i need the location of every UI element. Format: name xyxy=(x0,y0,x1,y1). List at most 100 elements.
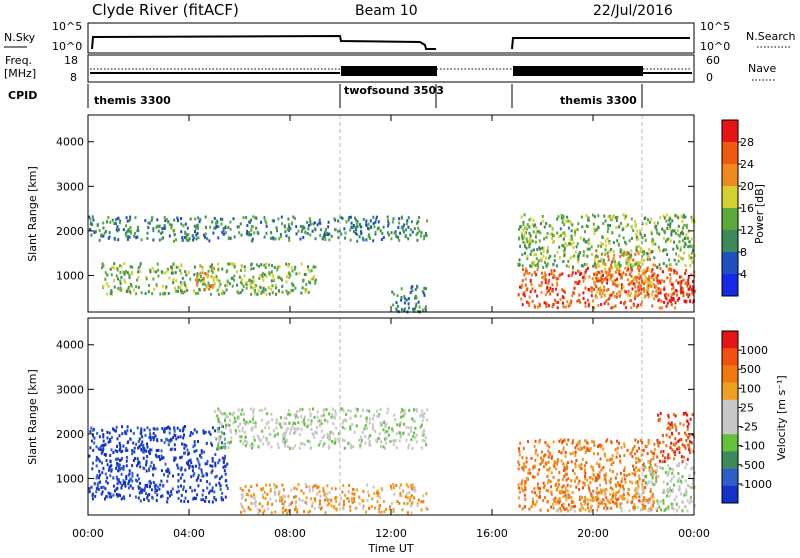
scatter-cell xyxy=(109,454,112,457)
scatter-cell xyxy=(550,456,553,460)
scatter-cell xyxy=(338,440,341,444)
scatter-cell xyxy=(597,244,600,248)
scatter-cell xyxy=(644,280,647,284)
scatter-cell xyxy=(562,305,565,309)
scatter-cell xyxy=(668,263,671,267)
scatter-cell xyxy=(242,418,245,422)
scatter-cell xyxy=(292,421,295,425)
scatter-cell xyxy=(153,463,155,467)
scatter-cell xyxy=(586,498,589,502)
scatter-cell xyxy=(368,417,371,421)
scatter-cell xyxy=(240,510,243,514)
scatter-cell xyxy=(180,484,182,488)
scatter-cell xyxy=(93,441,96,445)
scatter-cell xyxy=(573,472,576,476)
scatter-cell xyxy=(622,236,625,240)
scatter-cell xyxy=(676,464,679,468)
scatter-cell xyxy=(637,474,640,478)
scatter-cell xyxy=(682,412,685,415)
scatter-cell xyxy=(576,281,579,284)
scatter-cell xyxy=(578,254,581,258)
scatter-cell xyxy=(112,476,115,480)
scatter-cell xyxy=(300,291,303,295)
scatter-cell xyxy=(299,407,301,411)
power-ylabel: Slant Range [km] xyxy=(26,166,39,262)
scatter-cell xyxy=(288,238,291,242)
scatter-cell xyxy=(639,229,642,233)
scatter-cell xyxy=(258,502,261,506)
colorbar-tick-label: 25 xyxy=(740,401,754,414)
scatter-cell xyxy=(166,490,169,494)
scatter-cell xyxy=(120,486,123,490)
scatter-cell xyxy=(93,231,96,234)
scatter-cell xyxy=(621,495,624,498)
scatter-cell xyxy=(116,482,119,486)
scatter-cell xyxy=(536,485,539,489)
scatter-cell xyxy=(157,274,160,278)
scatter-cell xyxy=(609,468,612,472)
scatter-cell xyxy=(571,441,574,445)
scatter-cell xyxy=(130,284,133,288)
scatter-cell xyxy=(219,421,222,425)
scatter-cell xyxy=(114,429,117,433)
scatter-cell xyxy=(275,421,278,425)
colorbar-swatch xyxy=(722,382,738,401)
scatter-cell xyxy=(637,261,640,265)
nave-label: Nave xyxy=(748,62,776,75)
scatter-cell xyxy=(681,460,684,463)
scatter-cell xyxy=(115,425,118,429)
scatter-cell xyxy=(555,264,558,268)
scatter-cell xyxy=(625,215,627,218)
scatter-cell xyxy=(285,289,288,293)
scatter-cell xyxy=(599,271,602,275)
scatter-cell xyxy=(670,232,673,236)
scatter-cell xyxy=(679,283,682,287)
scatter-cell xyxy=(631,472,634,475)
scatter-cell xyxy=(100,492,103,496)
scatter-cell xyxy=(619,292,622,296)
scatter-cell xyxy=(224,437,226,441)
scatter-cell xyxy=(119,494,122,497)
scatter-cell xyxy=(217,267,220,271)
scatter-cell xyxy=(378,437,381,441)
scatter-cell xyxy=(651,250,653,254)
scatter-cell xyxy=(622,251,625,255)
scatter-cell xyxy=(88,454,91,458)
scatter-cell xyxy=(672,507,675,511)
scatter-cell xyxy=(652,503,654,507)
scatter-cell xyxy=(264,426,267,430)
scatter-cell xyxy=(116,477,119,481)
scatter-cell xyxy=(104,271,107,275)
scatter-cell xyxy=(668,258,671,262)
scatter-cell xyxy=(571,237,574,241)
scatter-cell xyxy=(660,299,663,303)
scatter-cell xyxy=(180,222,183,226)
scatter-cell xyxy=(623,473,626,477)
scatter-cell xyxy=(600,252,603,256)
scatter-cell xyxy=(323,418,326,422)
scatter-cell xyxy=(274,237,277,241)
scatter-cell xyxy=(320,228,323,232)
scatter-cell xyxy=(389,484,392,488)
scatter-cell xyxy=(161,237,164,241)
scatter-cell xyxy=(673,475,675,479)
colorbar-tick-label: 28 xyxy=(740,136,754,149)
scatter-cell xyxy=(221,230,224,234)
scatter-cell xyxy=(665,264,668,268)
scatter-cell xyxy=(394,439,397,442)
scatter-cell xyxy=(407,225,410,229)
scatter-cell xyxy=(546,481,549,485)
scatter-cell xyxy=(520,231,523,235)
scatter-cell xyxy=(230,430,233,434)
scatter-cell xyxy=(671,505,674,508)
scatter-cell xyxy=(228,262,231,266)
scatter-cell xyxy=(609,224,612,227)
scatter-cell xyxy=(546,262,549,266)
scatter-cell xyxy=(623,469,626,473)
scatter-cell xyxy=(547,468,550,472)
scatter-cell xyxy=(535,257,538,261)
scatter-cell xyxy=(619,494,622,498)
scatter-cell xyxy=(288,236,291,240)
scatter-cell xyxy=(189,458,192,462)
scatter-cell xyxy=(355,228,358,232)
